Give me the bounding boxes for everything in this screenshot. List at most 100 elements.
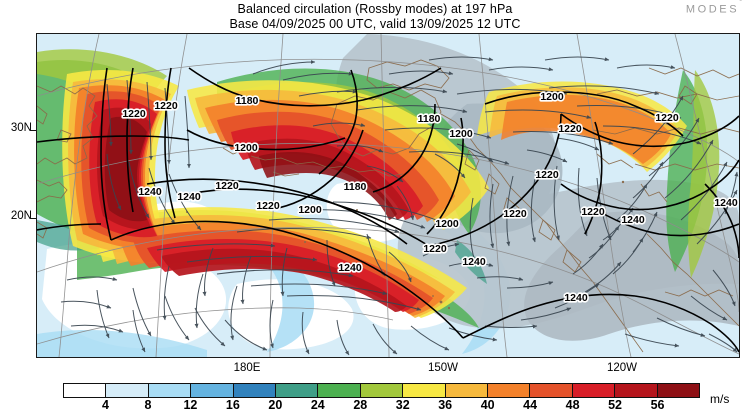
longitude-label: 120W xyxy=(606,362,638,374)
colorbar-tick-label: 44 xyxy=(523,398,538,412)
contour-label-text: 1220 xyxy=(215,180,239,192)
latitude-tick xyxy=(30,218,37,219)
longitude-label: 150W xyxy=(427,362,459,374)
map-plot-area: 1180 1180 1180 1180 1180 1180 1200 1200 1200 1200… xyxy=(36,33,740,358)
contour-label-text: 1240 xyxy=(138,186,162,198)
colorbar-tick-label: 24 xyxy=(310,398,325,412)
contour-label-halo: 1220 xyxy=(558,123,582,135)
contour-label-text: 1200 xyxy=(449,128,473,140)
contour-label-halo: 1240 xyxy=(462,256,486,268)
colorbar-segment xyxy=(106,384,149,397)
colorbar-tick-label: 8 xyxy=(144,398,152,412)
weather-map: 1180118011801180118011801200120012001200… xyxy=(37,34,739,357)
contour-label-halo: 1220 xyxy=(581,206,605,218)
contour-label-text: 1240 xyxy=(338,262,362,274)
chart-subtitle: Base 04/09/2025 00 UTC, valid 13/09/2025… xyxy=(229,17,521,31)
contour-label-text: 1220 xyxy=(503,208,527,220)
colorbar-tick-label: 4 xyxy=(101,398,109,412)
contour-label-halo: 1200 xyxy=(435,218,459,230)
latitude-tick xyxy=(30,130,37,131)
contour-label-halo: 1220 xyxy=(154,100,178,112)
contour-label-halo: 1200 xyxy=(298,204,322,216)
contour-label-text: 1240 xyxy=(462,256,486,268)
colorbar-unit-label: m/s xyxy=(710,392,730,406)
colorbar-tick-label: 28 xyxy=(353,398,368,412)
contour-label-text: 1220 xyxy=(154,100,178,112)
contour-label-halo: 1220 xyxy=(423,243,447,255)
contour-label-halo: 1180 xyxy=(344,181,367,193)
colorbar-segment xyxy=(64,384,107,397)
contour-label-text: 1220 xyxy=(122,108,146,120)
modes-logo: MODES° xyxy=(685,0,742,16)
contour-label-halo: 1240 xyxy=(177,191,201,203)
colorbar-segment xyxy=(615,384,658,397)
colorbar-segment xyxy=(445,384,489,397)
colorbar-segment xyxy=(572,384,616,397)
contour-label-text: 1240 xyxy=(621,214,645,226)
contour-label-text: 1180 xyxy=(344,181,367,193)
contour-label-text: 1220 xyxy=(558,123,582,135)
colorbar-segment xyxy=(360,384,404,397)
colorbar-tick-label: 36 xyxy=(438,398,453,412)
colorbar-tick-label: 40 xyxy=(480,398,495,412)
contour-label-halo: 1220 xyxy=(256,200,280,212)
contour-label-halo: 1180 xyxy=(236,95,259,107)
contour-label-text: 1200 xyxy=(435,218,459,230)
latitude-label: 20N xyxy=(10,210,32,222)
colorbar-segment xyxy=(148,384,192,397)
contour-label-halo: 1240 xyxy=(714,197,738,209)
page-title: Balanced circulation (Rossby modes) at 1… xyxy=(237,2,513,16)
colorbar-segment xyxy=(318,384,361,397)
colorbar-tick-label: 52 xyxy=(608,398,623,412)
contour-label-text: 1180 xyxy=(418,113,441,125)
colorbar-segment xyxy=(657,384,700,397)
contour-label-text: 1180 xyxy=(236,95,259,107)
contour-label-text: 1240 xyxy=(564,292,588,304)
modes-logo-text: MODES xyxy=(685,3,740,16)
modes-logo-mark: ° xyxy=(739,0,742,6)
colorbar-tick-label: 20 xyxy=(268,398,283,412)
contour-label-halo: 1240 xyxy=(621,214,645,226)
colorbar-segment xyxy=(233,384,277,397)
colorbar-segment xyxy=(276,384,319,397)
colorbar-swatches xyxy=(63,383,700,398)
chart-title-block: Balanced circulation (Rossby modes) at 1… xyxy=(0,0,750,31)
contour-label-halo: 1220 xyxy=(503,208,527,220)
contour-label-halo: 1220 xyxy=(535,169,559,181)
longitude-label: 180E xyxy=(233,362,261,374)
contour-label-halo: 1180 xyxy=(418,113,441,125)
colorbar-segment xyxy=(488,384,531,397)
colorbar xyxy=(63,383,700,398)
colorbar-tick-label: 56 xyxy=(650,398,665,412)
contour-label-halo: 1200 xyxy=(449,128,473,140)
contour-label-text: 1200 xyxy=(298,204,322,216)
contour-label-text: 1220 xyxy=(655,112,679,124)
contour-label-text: 1240 xyxy=(177,191,201,203)
contour-label-text: 1240 xyxy=(714,197,738,209)
contour-label-text: 1220 xyxy=(423,243,447,255)
colorbar-tick-label: 12 xyxy=(183,398,198,412)
contour-label-halo: 1200 xyxy=(234,142,258,154)
contour-label-halo: 1240 xyxy=(564,292,588,304)
